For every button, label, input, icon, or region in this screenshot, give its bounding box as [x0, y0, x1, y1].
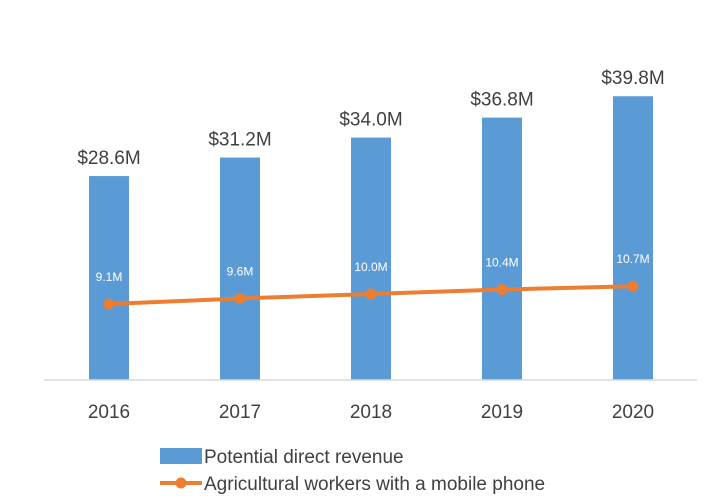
bar-value-label-2016: $28.6M	[77, 148, 140, 169]
bar-2016	[89, 176, 129, 380]
line-layer: 9.1M 9.6M 10.0M 10.4M 10.7M	[96, 252, 650, 310]
x-tick-label-2016: 2016	[88, 402, 130, 423]
workers-value-label-2016: 9.1M	[96, 270, 123, 284]
x-tick-label-2017: 2017	[219, 402, 261, 423]
bar-2020	[613, 96, 653, 380]
legend-swatch-workers-marker	[175, 477, 187, 489]
legend-label-workers: Agricultural workers with a mobile phone	[204, 474, 545, 495]
workers-value-label-2017: 9.6M	[227, 264, 254, 278]
workers-point-2020	[627, 280, 639, 292]
workers-point-2018	[365, 288, 377, 300]
workers-value-label-2019: 10.4M	[485, 256, 518, 270]
legend: Potential direct revenue Agricultural wo…	[160, 447, 545, 495]
bar-value-label-2020: $39.8M	[601, 68, 664, 89]
x-tick-label-2018: 2018	[350, 402, 392, 423]
bar-value-label-2017: $31.2M	[208, 130, 271, 151]
bar-2018	[351, 137, 391, 380]
workers-point-2016	[103, 298, 115, 310]
bar-value-label-2018: $34.0M	[339, 110, 402, 131]
legend-swatch-revenue	[160, 448, 202, 464]
legend-label-revenue: Potential direct revenue	[204, 447, 404, 468]
x-ticks: 2016 2017 2018 2019 2020	[88, 402, 654, 423]
bar-2017	[220, 157, 260, 380]
bar-2019	[482, 117, 522, 380]
workers-point-2019	[496, 284, 508, 296]
x-tick-label-2019: 2019	[481, 402, 523, 423]
x-tick-label-2020: 2020	[612, 402, 654, 423]
bar-value-label-2019: $36.8M	[470, 90, 533, 111]
bars-layer: $28.6M $31.2M $34.0M $36.8M $39.8M	[77, 68, 665, 380]
workers-value-label-2018: 10.0M	[354, 260, 387, 274]
workers-point-2017	[234, 292, 246, 304]
workers-value-label-2020: 10.7M	[616, 252, 649, 266]
